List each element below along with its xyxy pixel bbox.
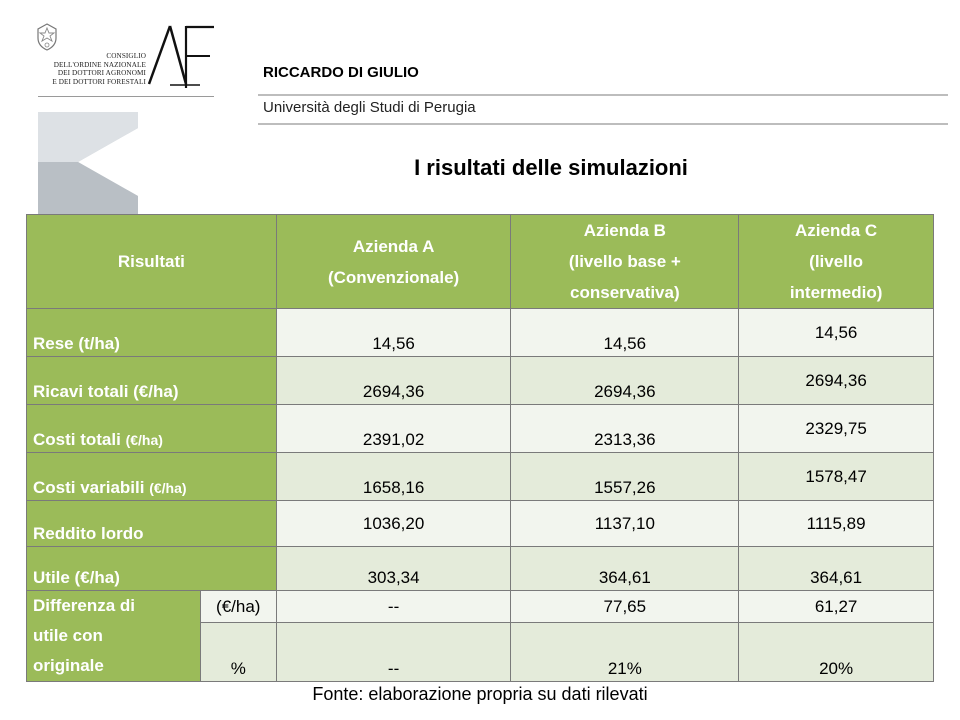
- cell-azienda-c: 14,56: [738, 308, 934, 357]
- header-azienda-c-line: Azienda C: [795, 221, 878, 240]
- cell-azienda-a: 2694,36: [275, 356, 512, 405]
- header-divider: [258, 123, 948, 125]
- table-row-difference-percent: % -- 21% 20%: [27, 622, 934, 682]
- cell-azienda-c: 20%: [738, 622, 934, 682]
- header-azienda-b-line: conservativa): [570, 283, 680, 302]
- table-row: Utile (€/ha) 303,34 364,61 364,61: [26, 546, 934, 591]
- source-note: Fonte: elaborazione propria su dati rile…: [312, 684, 648, 704]
- header-divider: [258, 94, 948, 96]
- row-label: Reddito lordo: [26, 500, 277, 547]
- header-azienda-a: Azienda A (Convenzionale): [275, 214, 512, 309]
- row-label: Ricavi totali (€/ha): [26, 356, 277, 405]
- cell-azienda-c: 1578,47: [738, 452, 934, 501]
- header-results: Risultati: [26, 214, 277, 309]
- header-azienda-c-line: intermedio): [789, 283, 883, 302]
- cell-azienda-c: 61,27: [738, 589, 934, 624]
- cell-azienda-c: 1115,89: [738, 500, 934, 547]
- cell-azienda-b: 2313,36: [510, 404, 740, 453]
- table-header-row: Risultati Azienda A (Convenzionale) Azie…: [26, 214, 934, 309]
- affiliation: Università degli Studi di Perugia: [263, 99, 476, 116]
- row-label: Rese (t/ha): [26, 308, 277, 357]
- difference-label-line: Differenza di: [33, 596, 136, 615]
- author-name: RICCARDO DI GIULIO: [263, 64, 419, 81]
- row-label: Utile (€/ha): [26, 546, 277, 591]
- table-row: Costi variabili (€/ha) 1658,16 1557,26 1…: [26, 452, 934, 501]
- cell-azienda-b: 1137,10: [510, 500, 740, 547]
- logo-text: CONSIGLIO DELL'ORDINE NAZIONALE DEI DOTT…: [52, 52, 146, 86]
- cell-azienda-a: 1658,16: [275, 452, 512, 501]
- emblem-icon: [37, 23, 57, 51]
- table-row: Ricavi totali (€/ha) 2694,36 2694,36 269…: [26, 356, 934, 405]
- header-azienda-b-line: (livello base +: [568, 252, 681, 271]
- difference-label-line: utile con: [33, 626, 103, 645]
- header-azienda-a-line: Azienda A: [352, 236, 435, 256]
- cell-azienda-c: 2694,36: [738, 356, 934, 405]
- cell-azienda-a: 1036,20: [275, 500, 512, 547]
- header-azienda-b: Azienda B (livello base + conservativa): [510, 214, 740, 309]
- row-label: Costi totali (€/ha): [26, 404, 277, 453]
- cell-azienda-b: 1557,26: [510, 452, 740, 501]
- cell-azienda-b: 2694,36: [510, 356, 740, 405]
- row-label: Costi variabili (€/ha): [26, 452, 277, 501]
- cell-azienda-b: 14,56: [510, 308, 740, 357]
- cell-azienda-c: 2329,75: [738, 404, 934, 453]
- cell-azienda-a: --: [275, 622, 512, 682]
- cell-azienda-b: 21%: [510, 622, 740, 682]
- cell-azienda-a: --: [275, 589, 512, 624]
- af-logo: [147, 25, 214, 88]
- table-row-difference-euro: Differenza di utile con originale (€/ha)…: [26, 589, 934, 682]
- cell-azienda-b: 77,65: [510, 589, 740, 624]
- row-label-text: Costi totali: [33, 430, 121, 449]
- header-azienda-a-line: (Convenzionale): [327, 267, 460, 287]
- table-row: Costi totali (€/ha) 2391,02 2313,36 2329…: [26, 404, 934, 453]
- header-azienda-b-line: Azienda B: [583, 221, 666, 240]
- cell-azienda-b: 364,61: [510, 546, 740, 591]
- cell-azienda-a: 303,34: [275, 546, 512, 591]
- logo-divider: [38, 96, 214, 97]
- unit-cell: %: [199, 622, 277, 682]
- header-azienda-c: Azienda C (livello intermedio): [738, 214, 934, 309]
- row-label-text: Costi variabili: [33, 478, 145, 497]
- row-label-unit: (€/ha): [149, 480, 187, 496]
- difference-label: Differenza di utile con originale: [26, 590, 201, 682]
- cell-azienda-a: 14,56: [275, 308, 512, 357]
- cell-azienda-c: 364,61: [738, 546, 934, 591]
- difference-label-line: originale: [33, 656, 104, 675]
- table-row: Rese (t/ha) 14,56 14,56 14,56: [26, 308, 934, 357]
- decorative-shape: [38, 112, 138, 214]
- row-label-unit: (€/ha): [125, 432, 163, 448]
- cell-azienda-a: 2391,02: [275, 404, 512, 453]
- header-azienda-c-line: (livello: [809, 252, 864, 271]
- unit-cell: (€/ha): [199, 589, 277, 624]
- results-table: Risultati Azienda A (Convenzionale) Azie…: [26, 214, 934, 682]
- slide-title: I risultati delle simulazioni: [414, 155, 688, 180]
- table-row: Reddito lordo 1036,20 1137,10 1115,89: [26, 500, 934, 547]
